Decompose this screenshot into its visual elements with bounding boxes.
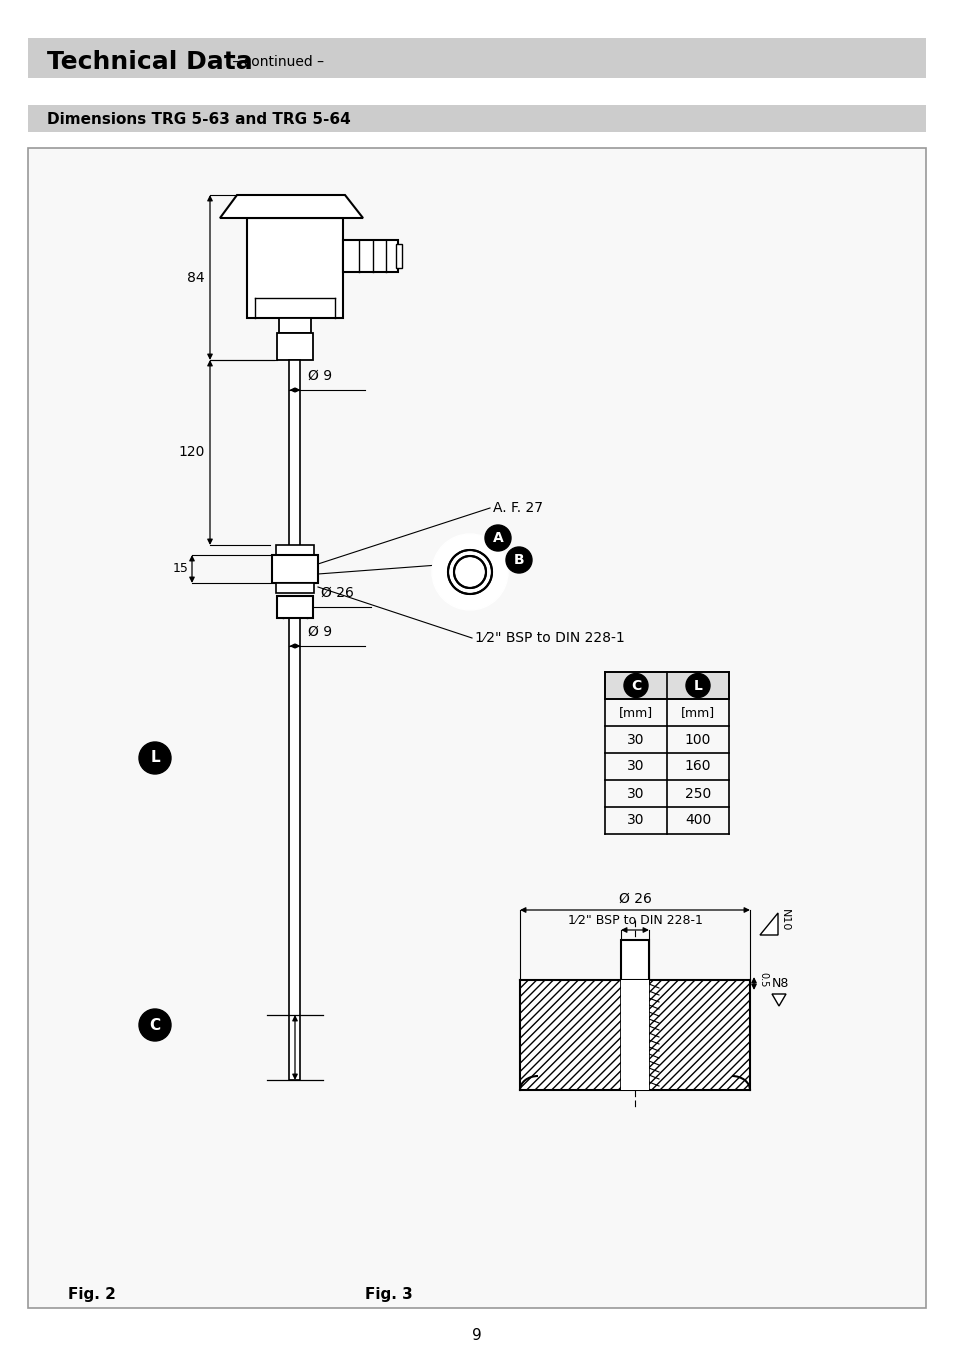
- Text: L: L: [150, 751, 160, 766]
- Bar: [620, 940, 648, 979]
- Text: L: L: [693, 678, 701, 693]
- Circle shape: [685, 674, 709, 697]
- Bar: [289, 617, 300, 1079]
- Text: A: A: [492, 531, 503, 544]
- Circle shape: [432, 534, 507, 611]
- Text: 30: 30: [626, 759, 644, 774]
- Circle shape: [139, 1009, 171, 1042]
- Text: 9: 9: [472, 1328, 481, 1343]
- Bar: [275, 584, 314, 593]
- Bar: [272, 555, 317, 584]
- Bar: [289, 359, 300, 555]
- Circle shape: [505, 547, 532, 573]
- Circle shape: [139, 742, 171, 774]
- Bar: [620, 979, 648, 1090]
- Bar: [28, 105, 925, 132]
- Bar: [646, 979, 749, 1090]
- Text: Fig. 3: Fig. 3: [365, 1288, 413, 1302]
- Text: C: C: [150, 1017, 160, 1032]
- Text: [mm]: [mm]: [680, 707, 715, 719]
- Bar: [519, 979, 622, 1090]
- Text: 30: 30: [626, 732, 644, 747]
- Text: [mm]: [mm]: [618, 707, 653, 719]
- Text: 30: 30: [626, 786, 644, 801]
- Text: C: C: [630, 678, 640, 693]
- Text: 120: 120: [178, 446, 205, 459]
- Bar: [28, 149, 925, 1308]
- Circle shape: [623, 674, 647, 697]
- Text: 1⁄2" BSP to DIN 228-1: 1⁄2" BSP to DIN 228-1: [567, 915, 701, 927]
- Bar: [247, 218, 343, 317]
- Text: 100: 100: [684, 732, 710, 747]
- Text: Ø 9: Ø 9: [308, 369, 333, 382]
- Text: Technical Data: Technical Data: [47, 50, 253, 74]
- Text: 30: 30: [626, 813, 644, 828]
- Text: Ø 9: Ø 9: [308, 626, 333, 639]
- Bar: [276, 332, 313, 359]
- Text: A. F. 27: A. F. 27: [493, 501, 542, 515]
- Circle shape: [484, 526, 511, 551]
- Polygon shape: [760, 913, 778, 935]
- Bar: [604, 671, 728, 698]
- Text: 250: 250: [684, 786, 710, 801]
- Bar: [276, 596, 313, 617]
- Text: B: B: [513, 553, 524, 567]
- Text: 400: 400: [684, 813, 710, 828]
- Text: Fig. 2: Fig. 2: [68, 1288, 115, 1302]
- Text: Ø 26: Ø 26: [320, 586, 354, 600]
- Text: Ø 26: Ø 26: [618, 892, 651, 907]
- Text: 1⁄2" BSP to DIN 228-1: 1⁄2" BSP to DIN 228-1: [475, 631, 624, 644]
- Text: 160: 160: [684, 759, 711, 774]
- Polygon shape: [771, 994, 785, 1006]
- Bar: [275, 544, 314, 555]
- Text: Dimensions TRG 5-63 and TRG 5-64: Dimensions TRG 5-63 and TRG 5-64: [47, 112, 351, 127]
- Text: N8: N8: [771, 977, 788, 990]
- Text: N10: N10: [780, 909, 789, 931]
- Polygon shape: [220, 195, 363, 218]
- Text: – continued –: – continued –: [228, 55, 324, 69]
- Bar: [395, 245, 401, 267]
- Text: 84: 84: [187, 270, 205, 285]
- Bar: [343, 240, 397, 272]
- Text: 0.5: 0.5: [758, 971, 767, 988]
- Text: 15: 15: [172, 562, 189, 576]
- Bar: [278, 317, 311, 332]
- Bar: [28, 38, 925, 78]
